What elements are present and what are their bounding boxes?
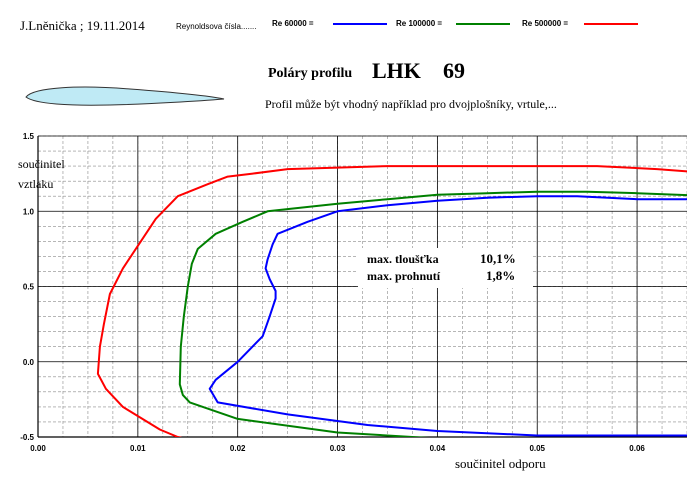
x-tick-label: 0.00 — [30, 444, 46, 453]
chart-series-layer — [96, 165, 687, 437]
series-line-re-100000 — [178, 190, 687, 437]
info-box-background — [358, 248, 533, 288]
profile-note: Profil může být vhodný například pro dvo… — [265, 97, 557, 111]
y-tick-label: -0.5 — [20, 433, 34, 442]
legend: Re 60000 = Re 100000 = Re 500000 = — [272, 19, 638, 28]
author-date: J.Lněnička ; 19.11.2014 — [20, 18, 145, 33]
y-tick-label: 0.5 — [23, 283, 35, 292]
legend-entry-re500000-label: Re 500000 = — [522, 19, 568, 28]
title-profile-number: 69 — [443, 58, 465, 83]
camber-value: 1,8% — [486, 268, 515, 283]
legend-entry-re100000-label: Re 100000 = — [396, 19, 442, 28]
x-tick-label: 0.06 — [629, 444, 645, 453]
chart-grid — [37, 135, 687, 438]
x-tick-label: 0.04 — [430, 444, 446, 453]
legend-entry-re60000-label: Re 60000 = — [272, 19, 314, 28]
thickness-value: 10,1% — [480, 251, 516, 266]
y-tick-label: 1.0 — [23, 207, 35, 216]
chart-tick-labels: 0.00 0.01 0.02 0.03 0.04 0.05 0.06 -0.5 0.0 0.5 1.… — [20, 132, 645, 453]
y-tick-label: 1.5 — [23, 132, 35, 141]
series-line-re-60000 — [208, 195, 687, 437]
thickness-label: max. tloušťka — [367, 252, 439, 266]
camber-label: max. prohnutí — [367, 269, 441, 283]
y-axis-label-line1: součinitel — [18, 157, 65, 171]
legend-label: Reynoldsova čísla....... — [176, 22, 256, 31]
title-prefix: Poláry profilu — [268, 66, 352, 81]
title-profile-name: LHK — [372, 58, 421, 83]
airfoil-profile-shape — [25, 86, 225, 106]
x-tick-label: 0.02 — [230, 444, 246, 453]
x-tick-label: 0.01 — [130, 444, 146, 453]
y-tick-label: 0.0 — [23, 358, 35, 367]
chart-axes — [37, 136, 687, 438]
x-axis-label: součinitel odporu — [455, 456, 546, 471]
x-tick-label: 0.05 — [529, 444, 545, 453]
y-axis-label-line2: vztlaku — [18, 177, 53, 191]
series-line-re-500000 — [96, 165, 687, 437]
x-tick-label: 0.03 — [330, 444, 346, 453]
